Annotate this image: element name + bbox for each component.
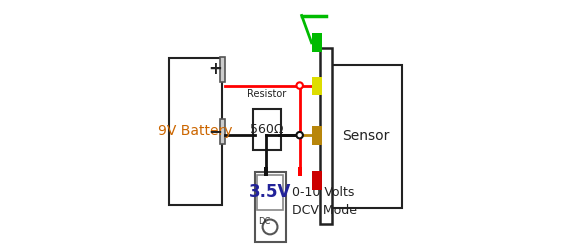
Text: Sensor: Sensor (342, 129, 389, 143)
Text: DCV Mode: DCV Mode (292, 204, 357, 217)
Circle shape (296, 82, 303, 89)
Bar (297, 167, 302, 176)
FancyBboxPatch shape (257, 175, 283, 210)
FancyBboxPatch shape (253, 109, 281, 150)
Bar (311, 33, 321, 52)
Bar (311, 126, 321, 145)
Bar (311, 171, 321, 190)
Text: 9V Battery: 9V Battery (159, 124, 233, 138)
Text: DC: DC (258, 217, 270, 226)
FancyBboxPatch shape (254, 172, 285, 242)
Circle shape (296, 132, 303, 138)
Text: 3.5V: 3.5V (249, 183, 291, 201)
Circle shape (263, 219, 278, 234)
Text: +: + (209, 61, 223, 78)
FancyBboxPatch shape (220, 119, 225, 144)
Bar (264, 167, 268, 176)
FancyBboxPatch shape (329, 65, 403, 208)
Text: 0-10 Volts: 0-10 Volts (292, 186, 354, 199)
Text: −: − (209, 123, 223, 140)
FancyBboxPatch shape (170, 58, 222, 205)
FancyBboxPatch shape (320, 48, 332, 224)
Bar (311, 77, 321, 95)
Text: Resistor: Resistor (248, 89, 286, 99)
Text: 560Ω: 560Ω (250, 123, 284, 136)
FancyBboxPatch shape (220, 57, 225, 82)
